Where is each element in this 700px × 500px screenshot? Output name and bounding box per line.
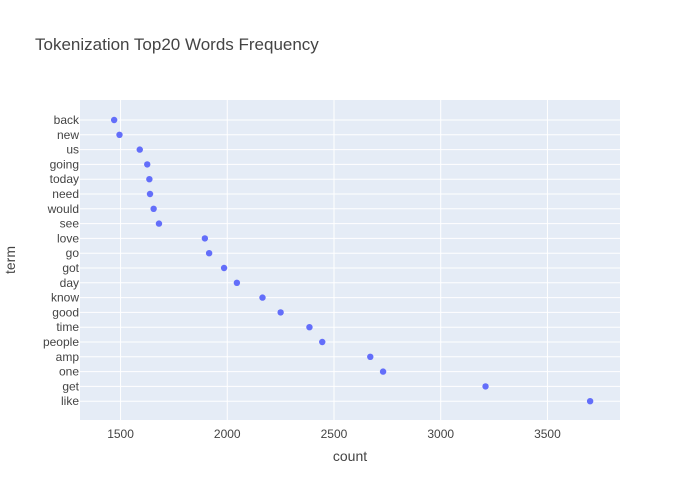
data-point-got — [220, 264, 228, 272]
y-tick-label: go — [66, 246, 80, 260]
y-tick-label: good — [52, 305, 79, 319]
y-tick-label: new — [57, 128, 79, 142]
y-tick-label: back — [54, 113, 80, 127]
x-axis-ticks: 1500 2000 2500 3000 3500 — [107, 427, 561, 441]
data-point-go — [205, 250, 213, 257]
data-point-time — [306, 324, 313, 331]
y-axis-label: term — [2, 246, 18, 274]
data-point-going — [144, 161, 151, 168]
y-tick-label: would — [47, 202, 79, 216]
y-tick-label: know — [51, 291, 79, 305]
data-point-one — [379, 368, 387, 375]
x-tick-label: 1500 — [107, 427, 134, 441]
data-point-us — [136, 146, 143, 153]
chart-title: Tokenization Top20 Words Frequency — [35, 35, 319, 54]
x-tick-label: 2500 — [321, 427, 348, 441]
x-tick-label: 3500 — [534, 427, 561, 441]
y-tick-label: love — [57, 231, 79, 245]
plot-area — [80, 100, 620, 420]
data-point-love — [201, 235, 209, 242]
data-point-need — [146, 190, 154, 198]
x-axis-label: count — [333, 448, 367, 464]
y-tick-label: day — [60, 276, 79, 290]
x-tick-label: 2000 — [214, 427, 241, 441]
y-tick-label: one — [59, 365, 79, 379]
data-point-new — [116, 131, 123, 138]
data-point-get — [482, 383, 489, 390]
data-point-would — [150, 205, 157, 212]
y-axis-ticks: backnewusgoingtodayneedwouldseelovegogot… — [43, 113, 80, 408]
y-tick-label: us — [66, 143, 79, 157]
y-tick-label: like — [61, 394, 79, 408]
data-points — [110, 116, 594, 405]
y-tick-label: amp — [56, 350, 80, 364]
y-tick-label: get — [62, 379, 79, 393]
y-tick-label: time — [56, 320, 79, 334]
data-point-today — [146, 176, 153, 183]
y-tick-label: people — [43, 335, 79, 349]
data-point-know — [259, 294, 266, 301]
x-tick-label: 3000 — [427, 427, 454, 441]
y-tick-label: see — [60, 217, 80, 231]
y-tick-label: today — [50, 172, 79, 186]
y-tick-label: need — [52, 187, 79, 201]
data-point-back — [110, 116, 118, 124]
data-point-like — [586, 398, 594, 405]
data-point-amp — [367, 353, 374, 360]
y-tick-label: got — [62, 261, 79, 275]
data-point-good — [277, 309, 284, 316]
data-point-day — [233, 279, 241, 286]
gridlines — [80, 100, 620, 420]
data-point-people — [319, 338, 326, 346]
y-tick-label: going — [50, 157, 79, 171]
data-point-see — [155, 220, 163, 227]
